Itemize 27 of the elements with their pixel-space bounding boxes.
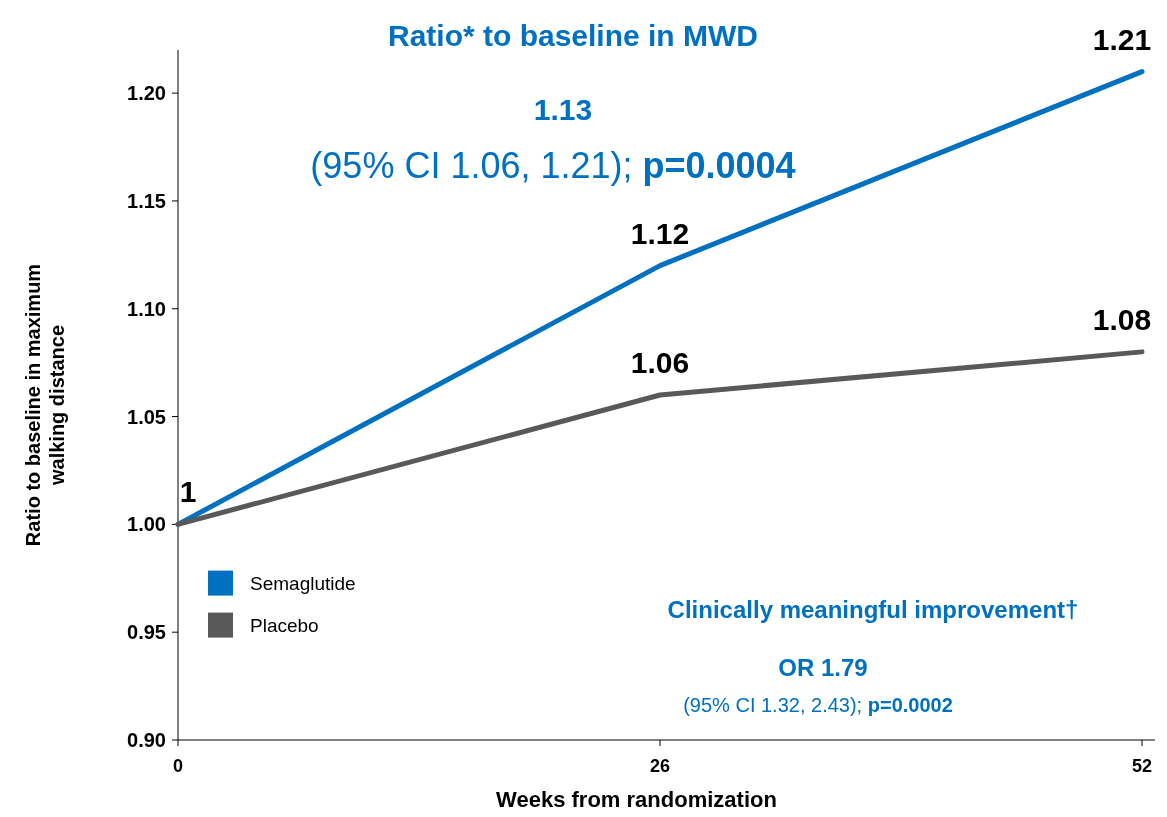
data-label: 1.06 <box>630 346 690 379</box>
x-tick-label: 52 <box>1132 756 1153 776</box>
y-tick-label: 0.95 <box>127 621 166 644</box>
annotation: p=0.0002 <box>862 694 953 716</box>
annotation: 1.13 <box>533 93 593 126</box>
data-label: 1.08 <box>1092 302 1152 336</box>
x-axis-title: Weeks from randomization <box>496 787 777 812</box>
annotation: (95% CI 1.06, 1.21); <box>310 145 633 186</box>
legend-label: Placebo <box>250 614 319 636</box>
annotation: (95% CI 1.32, 2.43); <box>683 694 863 716</box>
annotation: p=0.0004 <box>632 145 796 186</box>
x-tick-label: 26 <box>650 756 671 776</box>
y-tick-label: 1.00 <box>127 513 166 536</box>
data-label: 1.12 <box>630 216 690 250</box>
y-tick-label: 0.90 <box>127 729 166 751</box>
chart-title: Ratio* to baseline in MWD <box>387 19 759 52</box>
legend-label: Semaglutide <box>250 572 356 594</box>
y-tick-label: 1.20 <box>127 82 166 105</box>
annotation: Clinically meaningful improvement† <box>667 596 1079 623</box>
data-label: 1 <box>179 475 197 509</box>
y-axis-title: Ratio to baseline in maximum walking distance <box>22 263 68 547</box>
x-tick-label: 0 <box>172 756 184 776</box>
data-label: 1.21 <box>1092 22 1152 56</box>
y-tick-label: 1.05 <box>127 405 166 428</box>
y-tick-label: 1.15 <box>127 189 166 212</box>
annotation: OR 1.79 <box>778 654 868 681</box>
y-tick-label: 1.10 <box>127 297 166 320</box>
